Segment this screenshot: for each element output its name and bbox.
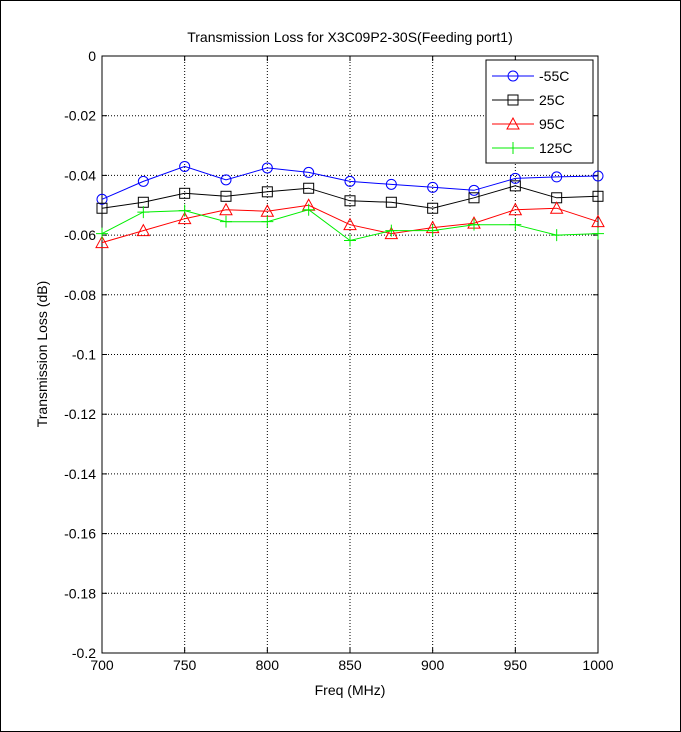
triangle-marker [136, 223, 151, 237]
y-tick-label: 0 [88, 48, 96, 64]
x-tick-label: 900 [421, 657, 445, 673]
square-marker [427, 202, 439, 214]
legend-box [485, 59, 594, 164]
circle-marker [344, 175, 356, 187]
x-tick-label: 700 [90, 657, 114, 673]
plus-marker [261, 215, 274, 228]
legend-entry: 125C [492, 140, 572, 156]
y-tick-label: -0.08 [64, 287, 96, 303]
circle-marker [427, 181, 439, 193]
triangle-marker [343, 217, 357, 231]
plus-marker [507, 142, 519, 154]
plus-marker [509, 218, 522, 231]
ticks: 700 750 800 850 900 950 1000 0 -0.02 -0.04 -0.06 -0… [64, 48, 614, 673]
circle-marker [137, 175, 149, 187]
square-marker [220, 190, 232, 202]
legend-entry: 25C [492, 92, 565, 108]
square-marker [509, 180, 521, 192]
circle-marker [507, 70, 519, 82]
square-marker [507, 94, 519, 106]
y-tick-label: -0.12 [64, 406, 96, 422]
y-tick-label: -0.2 [72, 645, 96, 661]
series-25C [96, 180, 604, 214]
series-125C [96, 203, 604, 247]
triangle-marker [95, 235, 109, 249]
y-tick-label: -0.02 [64, 108, 96, 124]
square-marker [592, 190, 604, 202]
triangle-marker [506, 116, 520, 130]
series--55C [96, 160, 604, 205]
plus-marker [178, 204, 191, 217]
square-marker [344, 195, 356, 207]
legend-label: 25C [539, 92, 565, 108]
y-tick-label: -0.16 [64, 526, 96, 542]
square-marker [261, 186, 273, 198]
triangle-marker [508, 202, 523, 216]
y-tick-label: -0.04 [64, 167, 96, 183]
circle-marker [385, 178, 397, 190]
triangle-marker [549, 201, 564, 214]
circle-marker [468, 184, 480, 196]
legend-label: 95C [539, 116, 565, 132]
legend-label: -55C [539, 68, 569, 84]
square-marker [468, 192, 480, 204]
plus-marker [468, 218, 480, 231]
y-tick-label: -0.18 [64, 585, 96, 601]
y-axis-label: Transmission Loss (dB) [34, 281, 50, 428]
plus-marker [96, 227, 108, 240]
square-marker [385, 196, 397, 208]
x-tick-label: 850 [338, 657, 362, 673]
series-line [101, 165, 599, 200]
circle-marker [220, 174, 232, 186]
plus-marker [344, 234, 356, 247]
y-tick-label: -0.14 [64, 466, 96, 482]
legend-entry: -55C [492, 68, 569, 84]
series-line [101, 204, 599, 244]
triangle-marker [177, 211, 192, 225]
plus-marker [550, 229, 563, 242]
x-tick-label: 1000 [582, 657, 613, 673]
series-line [101, 185, 599, 209]
circle-marker [592, 170, 604, 182]
square-marker [303, 182, 315, 194]
triangle-marker [591, 214, 605, 228]
plus-marker [220, 215, 232, 228]
x-axis-label: Freq (MHz) [315, 682, 386, 698]
circle-marker [261, 162, 273, 174]
legend: -55C 25C 95C 125C [485, 59, 594, 164]
y-tick-label: -0.06 [64, 227, 96, 243]
circle-marker [551, 171, 563, 183]
circle-marker [509, 172, 521, 184]
plus-marker [137, 206, 150, 219]
square-marker [179, 187, 191, 199]
y-tick-label: -0.1 [72, 347, 96, 363]
legend-entry: 95C [492, 116, 565, 132]
circle-marker [303, 166, 315, 178]
x-tick-label: 800 [256, 657, 280, 673]
triangle-marker [219, 202, 233, 216]
plus-marker [385, 224, 398, 237]
chart-title: Transmission Loss for X3C09P2-30S(Feedin… [187, 29, 513, 45]
triangle-marker [384, 226, 399, 240]
x-tick-label: 750 [173, 657, 197, 673]
plus-marker [426, 224, 439, 237]
x-tick-label: 950 [504, 657, 528, 673]
square-marker [96, 202, 108, 214]
plus-marker [302, 203, 315, 216]
circle-marker [179, 160, 191, 172]
legend-label: 125C [539, 140, 572, 156]
plus-marker [592, 227, 604, 240]
series-group [95, 160, 605, 249]
circle-marker [96, 193, 108, 205]
